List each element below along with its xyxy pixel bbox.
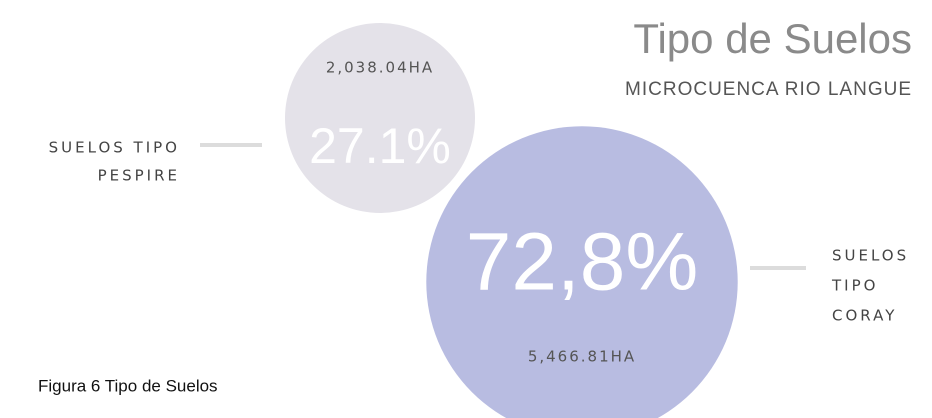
category-label: PESPIRE [98, 167, 180, 185]
bubble [284, 22, 476, 214]
caption: Figura 6 Tipo de Suelos [38, 376, 218, 395]
area-label: 5,466.81HA [528, 348, 636, 366]
chart-subtitle: MICROCUENCA RIO LANGUE [625, 79, 912, 100]
value-label: 72,8% [466, 217, 699, 308]
category-label: SUELOS [832, 247, 909, 265]
area-label: 2,038.04HA [326, 59, 434, 77]
category-label: CORAY [832, 307, 897, 325]
category-label: SUELOS TIPO [49, 139, 180, 157]
bubble [426, 126, 738, 418]
category-label: TIPO [831, 277, 878, 295]
value-label: 27.1% [309, 118, 451, 174]
chart-title: Tipo de Suelos [633, 15, 912, 62]
